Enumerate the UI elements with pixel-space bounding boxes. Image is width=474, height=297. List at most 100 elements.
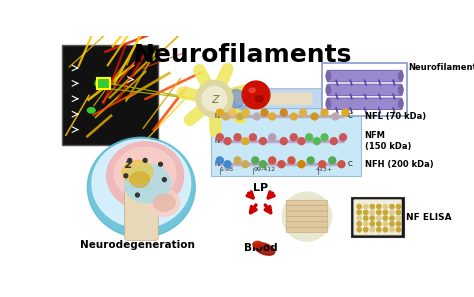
Ellipse shape — [399, 86, 403, 94]
FancyBboxPatch shape — [286, 211, 328, 217]
Bar — [352, 197, 404, 237]
Text: Neurofilaments: Neurofilaments — [409, 63, 474, 72]
Circle shape — [357, 222, 361, 226]
Circle shape — [124, 174, 128, 178]
Circle shape — [202, 86, 227, 111]
Circle shape — [377, 222, 381, 226]
Circle shape — [364, 216, 368, 220]
Circle shape — [396, 204, 401, 209]
Text: Neurofilaments: Neurofilaments — [134, 42, 352, 67]
Ellipse shape — [228, 89, 245, 108]
Text: NFH (200 kDa): NFH (200 kDa) — [365, 160, 433, 169]
Text: NFL (70 kDa): NFL (70 kDa) — [365, 112, 426, 121]
Circle shape — [321, 109, 328, 116]
Ellipse shape — [399, 72, 403, 80]
Ellipse shape — [254, 243, 275, 255]
Circle shape — [383, 216, 388, 220]
Ellipse shape — [326, 72, 331, 80]
Circle shape — [163, 178, 166, 181]
Circle shape — [249, 134, 256, 141]
Ellipse shape — [114, 147, 176, 200]
Circle shape — [377, 204, 381, 209]
Circle shape — [300, 109, 307, 116]
Circle shape — [313, 138, 320, 145]
Text: C: C — [347, 161, 352, 167]
FancyBboxPatch shape — [235, 93, 312, 105]
Circle shape — [390, 204, 394, 209]
Circle shape — [383, 228, 388, 232]
FancyBboxPatch shape — [124, 188, 158, 241]
Circle shape — [282, 192, 331, 241]
Circle shape — [370, 222, 374, 226]
Circle shape — [319, 161, 326, 168]
FancyBboxPatch shape — [286, 200, 328, 206]
Ellipse shape — [255, 96, 263, 102]
Circle shape — [298, 161, 305, 168]
Circle shape — [222, 113, 229, 120]
Circle shape — [243, 109, 249, 116]
Circle shape — [306, 134, 313, 141]
Circle shape — [396, 216, 401, 220]
Circle shape — [383, 222, 388, 226]
Ellipse shape — [399, 99, 403, 108]
Ellipse shape — [326, 86, 331, 94]
Ellipse shape — [130, 172, 149, 187]
Ellipse shape — [122, 160, 153, 184]
Circle shape — [252, 157, 259, 164]
Circle shape — [242, 81, 270, 109]
Circle shape — [329, 157, 336, 164]
Circle shape — [364, 204, 368, 209]
Ellipse shape — [124, 164, 171, 203]
Text: NFM
(150 kDa): NFM (150 kDa) — [365, 132, 411, 151]
Circle shape — [288, 157, 295, 164]
Circle shape — [390, 210, 394, 214]
FancyBboxPatch shape — [327, 70, 402, 82]
Circle shape — [280, 138, 287, 145]
Circle shape — [370, 210, 374, 214]
Circle shape — [357, 204, 361, 209]
Circle shape — [364, 228, 368, 232]
FancyBboxPatch shape — [286, 206, 328, 211]
Circle shape — [290, 113, 297, 120]
Text: N: N — [214, 161, 219, 167]
Ellipse shape — [149, 189, 180, 216]
Circle shape — [242, 138, 249, 145]
FancyBboxPatch shape — [210, 103, 361, 176]
Text: N: N — [214, 113, 219, 119]
FancyBboxPatch shape — [327, 98, 402, 110]
Bar — [62, 45, 158, 145]
Circle shape — [290, 134, 297, 141]
Ellipse shape — [154, 194, 175, 211]
Circle shape — [128, 159, 132, 162]
Circle shape — [196, 80, 233, 117]
Text: Blood: Blood — [244, 243, 277, 253]
Circle shape — [298, 138, 305, 145]
FancyBboxPatch shape — [327, 84, 402, 96]
Circle shape — [390, 228, 394, 232]
Text: 413+: 413+ — [316, 167, 333, 172]
Circle shape — [159, 162, 163, 166]
Circle shape — [396, 210, 401, 214]
Text: Neurodegeneration: Neurodegeneration — [80, 240, 195, 250]
FancyBboxPatch shape — [286, 222, 328, 227]
FancyBboxPatch shape — [231, 89, 340, 109]
Circle shape — [242, 161, 249, 168]
FancyBboxPatch shape — [286, 227, 328, 233]
Circle shape — [224, 138, 231, 145]
Circle shape — [269, 157, 276, 164]
Ellipse shape — [253, 241, 262, 247]
Ellipse shape — [95, 78, 110, 89]
Circle shape — [307, 157, 314, 164]
Text: LP: LP — [253, 183, 268, 193]
Circle shape — [383, 210, 388, 214]
Circle shape — [278, 161, 285, 168]
Circle shape — [332, 113, 339, 120]
Bar — [97, 78, 109, 89]
Circle shape — [357, 228, 361, 232]
Circle shape — [269, 134, 276, 141]
Circle shape — [237, 113, 243, 120]
Text: 99-412: 99-412 — [254, 167, 275, 172]
Text: C: C — [347, 113, 352, 119]
Circle shape — [228, 109, 236, 116]
Circle shape — [216, 157, 223, 164]
